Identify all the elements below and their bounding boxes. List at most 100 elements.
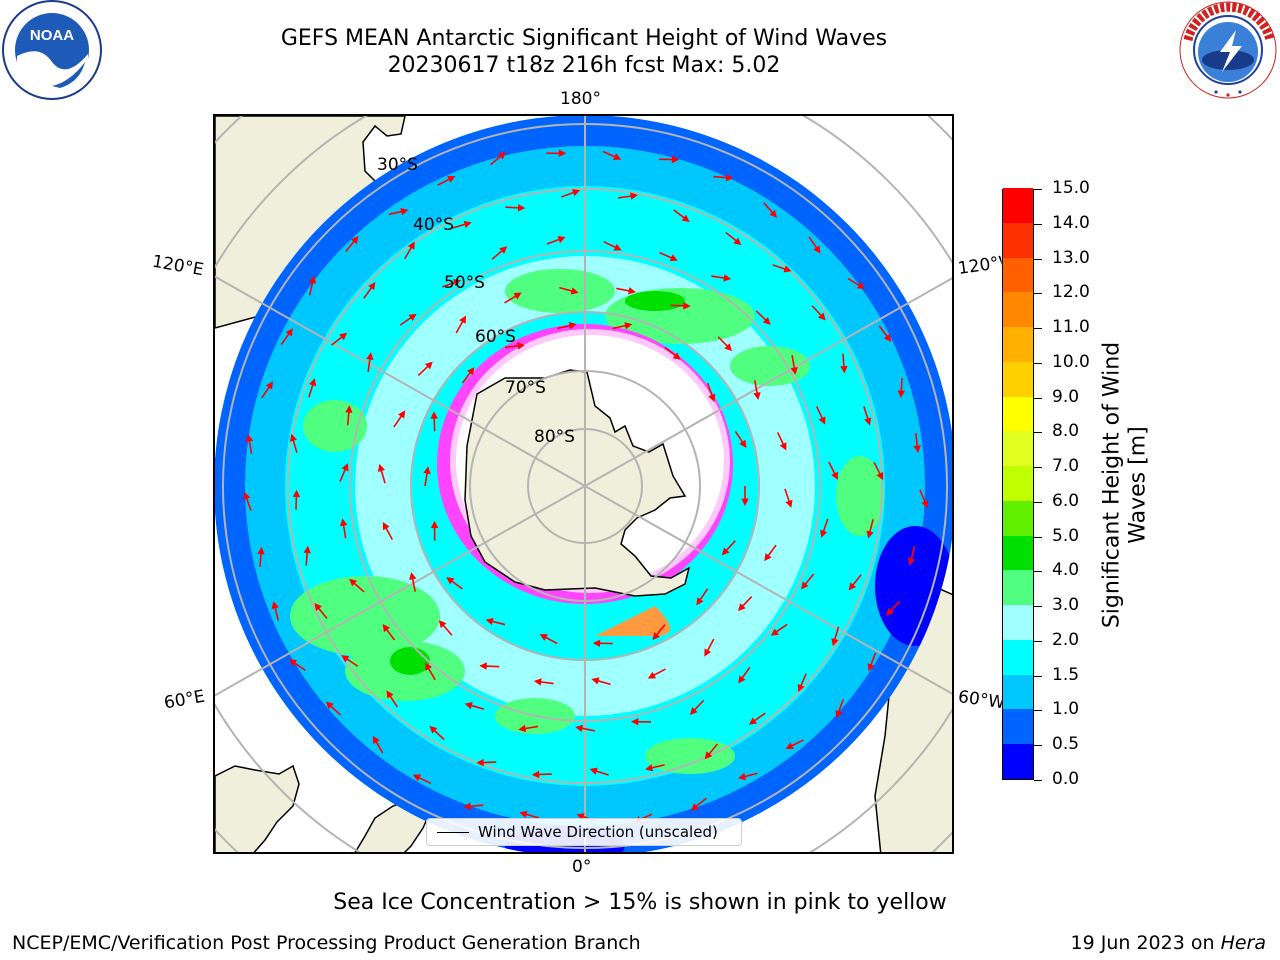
wind-arrow-head [430,520,439,529]
wind-arrow-head [785,499,793,508]
wind-arrow-head [647,671,657,679]
wind-arrow-head [464,702,473,710]
wind-arrow-head [708,393,716,402]
wind-arrow-head [257,546,265,555]
legend-line-swatch [437,832,469,833]
wind-arrow-head [820,529,828,538]
map-legend: Wind Wave Direction (unscaled) [426,818,742,846]
wind-arrow-head [883,333,892,342]
colorbar-tick [1034,258,1042,260]
wind-arrow-head [447,176,456,183]
colorbar-tick [1034,675,1042,677]
colorbar-segment [1003,500,1033,536]
wind-arrow-head [485,617,494,626]
wind-arrow-head [848,582,857,591]
wind-arrow-head [769,209,777,218]
wind-arrow-head [748,717,758,725]
colorbar-tick-label: 0.5 [1052,734,1080,755]
wind-arrow-head [897,390,906,398]
wind-arrow-head [739,439,747,448]
wind-arrow-head [624,322,633,330]
wind-arrow-head [856,281,866,289]
colorbar-tick-label: 15.0 [1052,178,1090,198]
wind-arrow-head [913,445,921,453]
wind-arrow-head [557,236,566,244]
wind-arrow-head [683,302,691,310]
wind-arrow-head [783,265,792,273]
wind-arrow-head [645,764,654,772]
wind-arrow-head [452,279,462,287]
lat-label-50s: 50°S [444,273,485,293]
wind-arrow-head [652,632,660,641]
wind-arrow-head [271,601,279,610]
colorbar-segment [1003,674,1033,710]
colorbar-segment [1003,257,1033,293]
colorbar-segment [1003,187,1033,223]
wind-arrow-head [886,608,894,616]
colorbar-tick [1034,189,1042,190]
colorbar-segment [1003,535,1033,571]
colorbar-tick-label: 10.0 [1052,351,1090,372]
wind-arrow-head [571,189,581,197]
wind-arrow-head [309,378,317,387]
wind-arrow-head [412,774,422,782]
wind-arrow-head [424,361,433,370]
wind-arrow-head [292,489,301,498]
legend-label: Wind Wave Direction (unscaled) [478,823,718,841]
wind-arrow-head [377,463,386,473]
wind-arrow-head [592,639,601,648]
colorbar-segment [1003,430,1033,467]
wind-arrow-head [446,577,455,585]
wind-arrow-head [350,236,359,245]
wind-arrow-head [341,463,349,472]
wind-arrow-head [867,663,875,672]
wind-arrows [243,149,929,823]
colorbar-tick-label: 12.0 [1052,282,1090,303]
wind-arrow-head [738,772,747,781]
wind-arrow-head [817,312,826,321]
wind-arrow-head [790,366,798,375]
map-svg: 30°S 40°S 50°S 60°S 70°S 80°S [215,116,952,852]
wind-arrow-head [738,675,746,684]
wind-arrow-head [831,638,839,647]
colorbar-tick-label: 13.0 [1052,247,1090,268]
wind-arrow-head [308,275,317,284]
lat-label-30s: 30°S [377,155,418,175]
lon-label-120e: 120°E [150,251,206,281]
wind-arrow-head [813,245,821,254]
wind-arrow-head [519,810,528,819]
colorbar-segment [1003,604,1033,640]
wind-arrow-head [533,678,542,686]
wind-arrow-head [779,442,787,451]
wind-arrow-head [430,411,438,419]
lon-label-0: 0° [572,857,592,877]
wind-arrow-head [463,802,471,810]
wind-arrow-head [835,710,843,719]
wind-arrow-head [568,322,577,330]
wind-arrow-head [696,597,704,606]
colorbar-tick [1034,432,1042,434]
wind-arrow-head [265,381,273,390]
wind-arrow-head [539,634,548,641]
wind-arrow-head [498,152,507,160]
colorbar-tick [1034,328,1042,330]
wind-arrow-head [630,717,639,726]
colorbar-tick [1034,745,1042,747]
colorbar-tick [1034,606,1042,608]
wind-arrow-head [669,254,678,262]
colorbar-tick-label: 9.0 [1052,386,1080,407]
wind-arrow-head [591,677,600,685]
colorbar-tick [1034,397,1042,399]
colorbar [1002,187,1034,780]
lon-label-180: 180° [560,89,601,109]
wind-arrow-head [289,433,297,442]
colorbar-tick-label: 11.0 [1052,317,1090,338]
noaa-logo: NOAA [2,0,102,100]
wind-arrow-head [243,491,251,500]
wind-arrow-head [386,690,394,699]
colorbar-tick [1034,223,1042,225]
wind-arrow-head [476,758,484,767]
wind-arrow-head [690,803,699,811]
colorbar-segment [1003,222,1033,258]
wind-arrow-head [831,471,838,480]
